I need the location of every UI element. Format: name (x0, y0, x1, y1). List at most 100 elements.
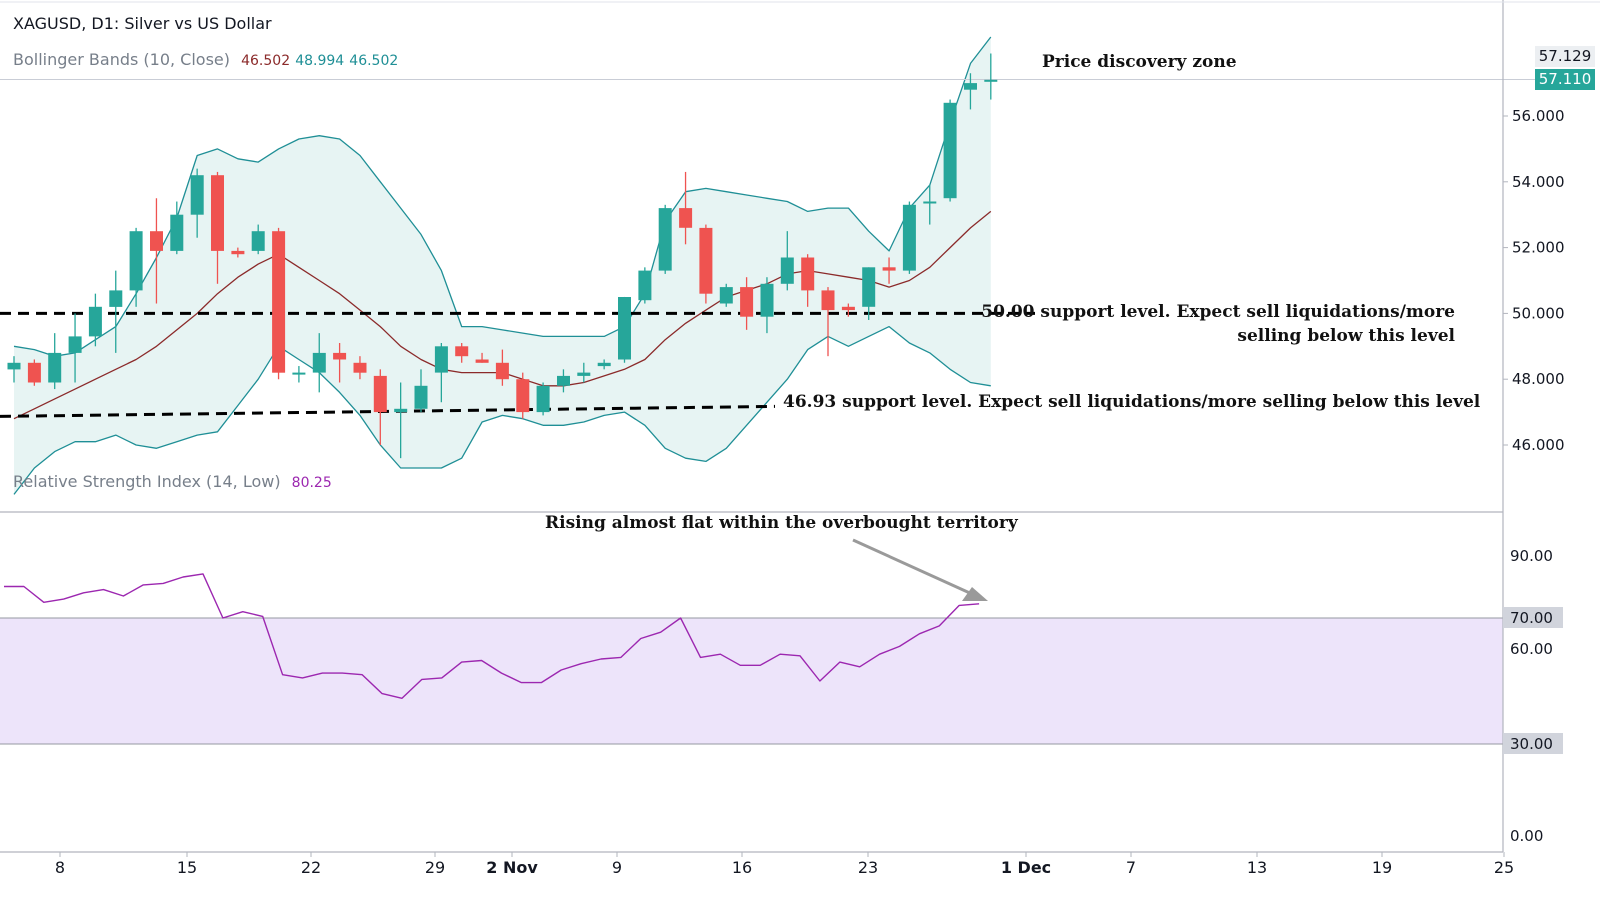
candle (7, 356, 21, 383)
candle (495, 349, 509, 386)
x-axis-tick-label: 1 Dec (1001, 858, 1051, 877)
x-axis-tick: 7 (1126, 852, 1136, 877)
candle-body (414, 385, 428, 409)
candle (353, 356, 367, 380)
candle (109, 270, 123, 353)
x-axis-tick: 16 (732, 852, 752, 877)
price-axis-tick: 46.000 (1503, 436, 1565, 454)
x-axis-tick: 1 Dec (1001, 852, 1051, 877)
candle-body (638, 270, 652, 301)
annotation-price-discovery: Price discovery zone (1042, 52, 1237, 72)
candle (780, 231, 794, 291)
x-axis-tick-label: 25 (1494, 858, 1514, 877)
price-axis-tick: 54.000 (1503, 173, 1565, 191)
rsi-line (4, 573, 980, 699)
x-axis-tick-label: 22 (301, 858, 321, 877)
candle (740, 277, 754, 330)
x-axis-tick-label: 2 Nov (486, 858, 538, 877)
candle-body (109, 290, 123, 307)
candle (618, 296, 631, 363)
candle (841, 303, 855, 317)
x-axis-tick: 19 (1372, 852, 1392, 877)
candle-body (231, 250, 245, 255)
rsi-axis-tick-box (1503, 607, 1563, 628)
x-axis-tick: 23 (858, 852, 878, 877)
candle (801, 254, 815, 307)
candle-body (597, 362, 611, 367)
candle (516, 372, 530, 419)
candle (943, 99, 957, 202)
bollinger-fill (14, 37, 991, 495)
candle (862, 267, 876, 320)
candle-body (780, 257, 794, 284)
price-tag-high: 57.129 (1535, 46, 1595, 67)
axes: 46.00048.00050.00052.00054.00056.00090.0… (0, 0, 1600, 877)
candle (536, 382, 550, 416)
candle-body (658, 208, 672, 271)
x-axis-tick: 13 (1247, 852, 1267, 877)
candle-body (964, 83, 977, 90)
bollinger-legend: Bollinger Bands (10, Close) 46.502 48.99… (13, 50, 398, 69)
rsi-zone-fill (0, 618, 1503, 744)
candle-body (129, 231, 143, 291)
rsi-axis-tick: 60.00 (1510, 640, 1553, 658)
price-axis-tick: 56.000 (1503, 107, 1565, 125)
x-axis-tick-label: 9 (612, 858, 622, 877)
x-axis-tick: 9 (612, 852, 622, 877)
price-tag-last: 57.110 (1535, 69, 1595, 90)
candle-body (272, 231, 286, 373)
candle (129, 227, 143, 307)
candle-body (841, 306, 855, 311)
candle (658, 204, 672, 274)
candle (760, 277, 774, 334)
candle (170, 201, 184, 255)
x-axis-tick: 8 (55, 852, 65, 877)
candle-body (821, 290, 835, 311)
candle-body (434, 346, 448, 373)
candle-body (48, 352, 62, 383)
candle (414, 369, 428, 413)
rsi-axis-tick: 30.00 (1503, 733, 1563, 754)
x-axis-tick-label: 8 (55, 858, 65, 877)
rsi-arrow-head (962, 587, 988, 601)
rsi-axis-tick: 90.00 (1510, 547, 1553, 565)
candle (821, 287, 835, 357)
candle-body (862, 267, 876, 307)
price-axis-tick-label: 50.000 (1512, 304, 1565, 322)
candle (597, 359, 611, 370)
candle-body (618, 297, 631, 360)
candle-body (373, 375, 387, 413)
bollinger-upper-value: 48.994 (295, 53, 345, 69)
candle-body (170, 214, 184, 251)
annotation-support-50-line1: 50.00 support level. Expect sell liquida… (981, 302, 1455, 322)
candle (577, 362, 591, 383)
candle-body (190, 175, 204, 215)
x-axis-tick: 29 (425, 852, 445, 877)
candle-body (902, 204, 916, 271)
chart-title: XAGUSD, D1: Silver vs US Dollar (13, 14, 272, 33)
rsi-axis-tick-label: 90.00 (1510, 547, 1553, 565)
candle-body (88, 306, 102, 337)
candle (251, 224, 265, 255)
candle-body (516, 379, 530, 413)
support-line-4693 (0, 404, 776, 418)
rsi-axis-tick-label: 70.00 (1510, 609, 1553, 627)
candle-body (740, 287, 754, 317)
candle (434, 343, 448, 403)
rsi-legend: Relative Strength Index (14, Low) 80.25 (13, 472, 332, 491)
candle-body (312, 352, 326, 373)
bollinger-lower-value: 46.502 (349, 53, 399, 69)
candle (373, 369, 387, 445)
price-axis-tick-label: 46.000 (1512, 436, 1565, 454)
annotation-support-50-line2: selling below this level (1237, 326, 1455, 346)
rsi-axis-tick: 0.00 (1510, 827, 1543, 845)
rsi-value: 80.25 (291, 475, 332, 491)
candle-body (760, 283, 774, 317)
x-axis-tick: 25 (1494, 852, 1514, 877)
rsi-axis-tick-label: 60.00 (1510, 640, 1553, 658)
candle (292, 366, 306, 383)
candle (475, 352, 489, 363)
candle-body (394, 408, 408, 413)
